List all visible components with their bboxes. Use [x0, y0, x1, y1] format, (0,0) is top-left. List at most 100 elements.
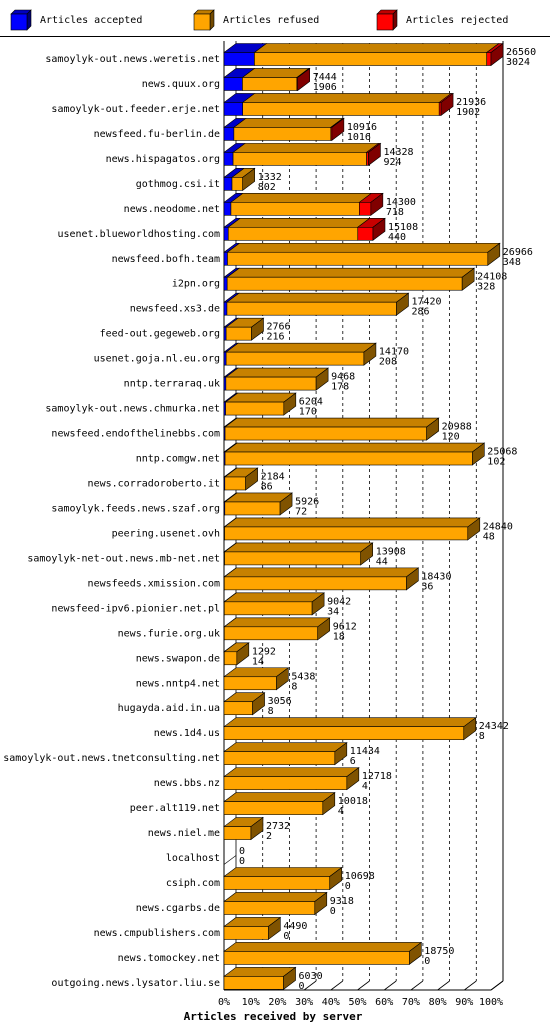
bar-accepted-label: 718 [386, 207, 404, 218]
bar-accepted-label: 286 [411, 307, 429, 318]
category-label: outgoing.news.lysator.liu.se [51, 978, 220, 989]
bar-total-label: 18750 [424, 946, 454, 957]
category-label: news.nntp4.net [136, 678, 220, 689]
bar-segment-side [276, 667, 289, 691]
bar-segment-top [223, 717, 477, 727]
bar-total-label: 7444 [313, 72, 337, 83]
bar-segment [223, 226, 229, 241]
category-label: gothmog.csi.it [136, 179, 220, 190]
bar-segment [223, 651, 238, 666]
bar-accepted-label: 1902 [456, 107, 480, 118]
floor-tick [303, 980, 317, 991]
bar-segment-top [223, 617, 331, 628]
bar-total-label: 2766 [267, 322, 291, 333]
bar-segment-top [223, 867, 343, 877]
bar-segment-top [223, 592, 326, 603]
bar-total-label: 3056 [268, 696, 292, 707]
bar-segment [223, 177, 233, 191]
bar-accepted-label: 8 [479, 731, 485, 742]
bar-segment-side [463, 717, 477, 741]
bar-total-label: 1332 [258, 172, 282, 183]
bar-segment [223, 301, 228, 316]
bar-segment-side [315, 367, 329, 391]
legend-label: Articles rejected [406, 15, 508, 26]
bar-segment [359, 202, 372, 216]
category-label: newsfeeds.xmission.com [88, 578, 220, 589]
bar-segment [223, 576, 407, 591]
bar-total-label: 13908 [376, 546, 406, 557]
bar-segment-side [236, 642, 250, 666]
bar-segment-top [253, 43, 500, 53]
bar-segment-side [322, 791, 336, 816]
bar-accepted-label: 328 [477, 282, 495, 293]
bar-segment [223, 626, 319, 641]
bar-segment-side [440, 92, 454, 117]
bar-accepted-label: 6 [350, 756, 356, 767]
bar-total-label: 14300 [386, 197, 416, 208]
legend-swatch-side [392, 9, 398, 31]
bar-accepted-label: 34 [327, 606, 339, 617]
bar-segment [223, 776, 348, 790]
bar-total-label: 20988 [442, 422, 472, 433]
bar-segment-side [283, 966, 296, 990]
bar-segment-top [230, 193, 373, 203]
category-label: usenet.goja.nl.eu.org [94, 354, 220, 365]
bar-total-label: 11434 [350, 746, 380, 757]
legend-swatch [376, 13, 394, 31]
bar-segment-side [251, 317, 264, 341]
bar-accepted-label: 44 [376, 556, 388, 567]
bar-accepted-label: 924 [383, 157, 401, 168]
bar-segment [223, 52, 255, 66]
bar-segment [223, 251, 228, 266]
bar-segment [224, 451, 473, 466]
bar-total-label: 24840 [483, 521, 513, 532]
bar-segment-side [396, 292, 409, 316]
bar-segment [230, 202, 360, 216]
category-label: localhost [166, 853, 220, 864]
bar-segment-side [368, 142, 381, 166]
bar-total-label: 9612 [333, 621, 357, 632]
bar-segment-side [363, 342, 377, 366]
bar-total-label: 14328 [383, 147, 413, 158]
bar-accepted-label: 8 [291, 681, 297, 692]
bar-segment-side [329, 866, 343, 891]
category-label: hugayda.aid.in.ua [118, 703, 220, 714]
bar-segment-side [461, 267, 475, 291]
bar-segment-top [226, 267, 476, 278]
category-label: nntp.comgw.net [136, 454, 220, 465]
bar-total-label: 24108 [477, 272, 507, 283]
x-tick-labels: 0% 10% 20% 30% 40% 50% 60% 70% 80% 90% 100% [218, 997, 503, 1008]
category-label: samoylyk-out.news.tnetconsulting.net [3, 753, 220, 764]
bar-segment-side [279, 492, 293, 516]
category-label: newsfeed.bofh.team [112, 254, 220, 265]
bar-total-label: 5438 [291, 671, 315, 682]
category-label: peer.alt119.net [130, 803, 220, 814]
x-tick-label: 30% [295, 997, 313, 1008]
bar-segment-side [250, 816, 264, 841]
category-label: news.niel.me [148, 828, 220, 839]
category-label: news.bbs.nz [154, 778, 220, 789]
bar-segment-side [283, 392, 297, 416]
bar-total-label: 25068 [487, 447, 517, 458]
bar-segment-top [227, 217, 371, 228]
bar-accepted-label: 3024 [506, 57, 530, 68]
bar-total-label: 1292 [252, 646, 276, 657]
bar-segment [233, 127, 332, 141]
bar-accepted-label: 440 [388, 232, 406, 243]
legend-label: Articles accepted [40, 15, 142, 26]
bar-total-label: 10018 [338, 796, 368, 807]
bar-segment [223, 351, 227, 366]
floor-tick [437, 980, 450, 991]
bar-segment [224, 476, 246, 491]
bar-segment-side [360, 542, 374, 566]
bar-segment [223, 876, 331, 890]
bar-segment [223, 276, 228, 291]
bar-segment-top [224, 367, 330, 378]
bar-segment [223, 901, 316, 915]
bar-segment-side [487, 242, 501, 266]
bar-segment-side [472, 442, 485, 466]
bar-segment-top [223, 967, 297, 977]
bar-segment-top [232, 118, 344, 128]
category-label: news.hispagatos.org [106, 154, 220, 165]
x-tick-label: 40% [322, 997, 340, 1008]
